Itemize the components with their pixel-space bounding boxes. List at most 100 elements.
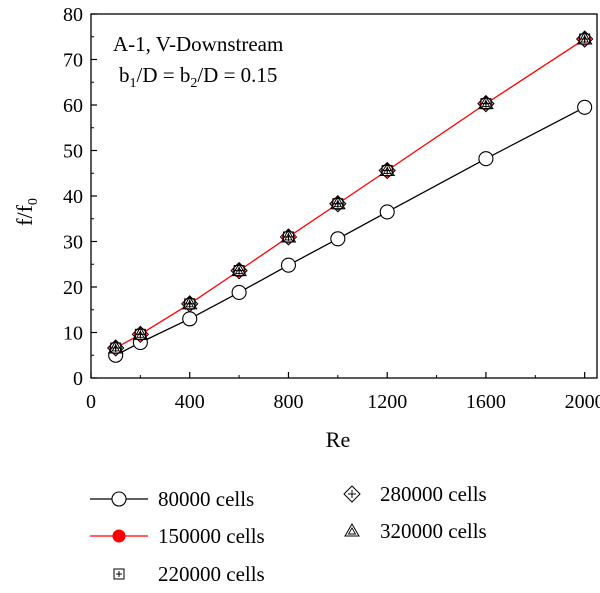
annot-sub-1: 1 [130,76,137,91]
open-circle-marker [182,311,198,327]
legend-item-3: 280000 cells [343,482,487,506]
legend-marker [344,523,360,537]
annot-b1: b [119,63,130,87]
triangle-marker-outer [379,162,396,177]
data-point [379,204,395,220]
open-circle-marker [379,204,395,220]
data-point [280,228,297,243]
diamond-marker [343,485,361,503]
data-point [330,231,346,247]
y-tick-label: 60 [63,95,83,117]
series-layer [106,30,594,363]
x-tick-label: 1200 [367,391,407,413]
triangle-marker-outer [231,262,247,277]
annotation-line-2: b1/D = b2/D = 0.15 [119,63,277,91]
series-points-3 [106,30,594,357]
open-circle-marker [577,99,593,115]
data-point [329,195,346,210]
open-circle-marker [111,491,127,507]
annot-mid: /D = b [137,63,191,87]
legend-item-2: 220000 cells [113,562,265,586]
diamond-marker [230,261,248,280]
triangle-marker-outer [280,228,297,243]
data-point [107,339,124,354]
legend-marker [343,485,361,503]
legend-label: 220000 cells [158,562,265,586]
legend-label: 150000 cells [158,524,265,548]
diamond-marker [279,228,298,246]
triangle-marker-outer [576,31,593,45]
triangle-marker-inner [111,344,120,352]
data-point [181,295,198,310]
y-tick-label: 0 [73,368,83,390]
legend-label: 80000 cells [158,487,254,511]
y-tick-label: 80 [63,4,83,26]
open-circle-marker [280,257,297,273]
triangle-marker-outer [478,95,494,110]
triangle-marker-inner [382,166,392,174]
x-tick-label: 0 [86,391,96,413]
legend: 80000 cells 150000 cells 220000 cells 28000… [90,482,487,586]
triangle-marker-outer [344,523,360,537]
diamond-marker [106,339,125,357]
data-point [182,311,198,327]
diamond-marker [181,295,199,313]
ticks-layer: 0 400 800 1200 1600 2000 0 10 20 30 40 50 60 70 80 [63,4,600,413]
triangle-marker-outer [329,195,346,210]
data-point [478,151,494,167]
plot-area: 0 400 800 1200 1600 2000 0 10 20 30 40 50 60 70 80 [63,4,600,413]
open-circle-marker [478,151,494,167]
x-tick-label: 1600 [466,391,506,413]
y-axis-label-main: f/f [12,204,37,225]
legend-label: 280000 cells [380,482,487,506]
triangle-marker-inner [136,330,145,338]
data-point [132,326,149,340]
annotation-line-1: A-1, V-Downstream [113,32,283,56]
triangle-marker-inner [234,266,244,275]
open-circle-marker [330,231,346,247]
legend-marker [112,529,126,543]
diamond-marker [131,325,150,344]
triangle-marker-outer [107,339,124,354]
y-axis-label: f/f0 [12,198,41,226]
triangle-marker-inner [333,199,343,208]
y-tick-label: 30 [63,232,83,254]
y-tick-label: 70 [63,50,83,72]
data-point [577,99,593,115]
diamond-marker [378,161,396,180]
triangle-marker-inner [284,233,293,241]
y-axis-label-sub: 0 [26,198,41,205]
y-tick-label: 50 [63,141,83,163]
diamond-marker [477,94,495,113]
x-tick-label: 2000 [565,391,600,413]
legend-marker [111,491,127,507]
diamond-marker [329,195,347,213]
data-point [478,95,494,110]
diamond-marker [575,30,594,48]
legend-item-4: 320000 cells [344,519,487,543]
data-point [379,162,396,177]
triangle-marker-outer [181,295,198,310]
series-points-0 [108,99,593,363]
data-point [280,257,297,273]
triangle-marker-inner [580,35,589,43]
triangle-marker-inner [185,299,195,308]
legend-item-1: 150000 cells [90,524,265,548]
triangle-marker-inner [347,527,357,535]
x-tick-label: 400 [175,391,205,413]
data-point [231,284,247,301]
legend-label: 320000 cells [380,519,487,543]
data-point [231,262,247,277]
x-tick-label: 800 [273,391,303,413]
data-point [576,31,593,45]
triangle-marker-outer [132,326,149,340]
y-tick-label: 10 [63,323,83,345]
y-tick-label: 20 [63,277,83,299]
open-circle-marker [231,284,247,301]
annot-end: /D = 0.15 [197,63,277,87]
annot-sub-2: 2 [190,76,197,91]
legend-item-0: 80000 cells [90,487,254,511]
x-axis-label: Re [326,427,350,452]
y-tick-label: 40 [63,186,83,208]
